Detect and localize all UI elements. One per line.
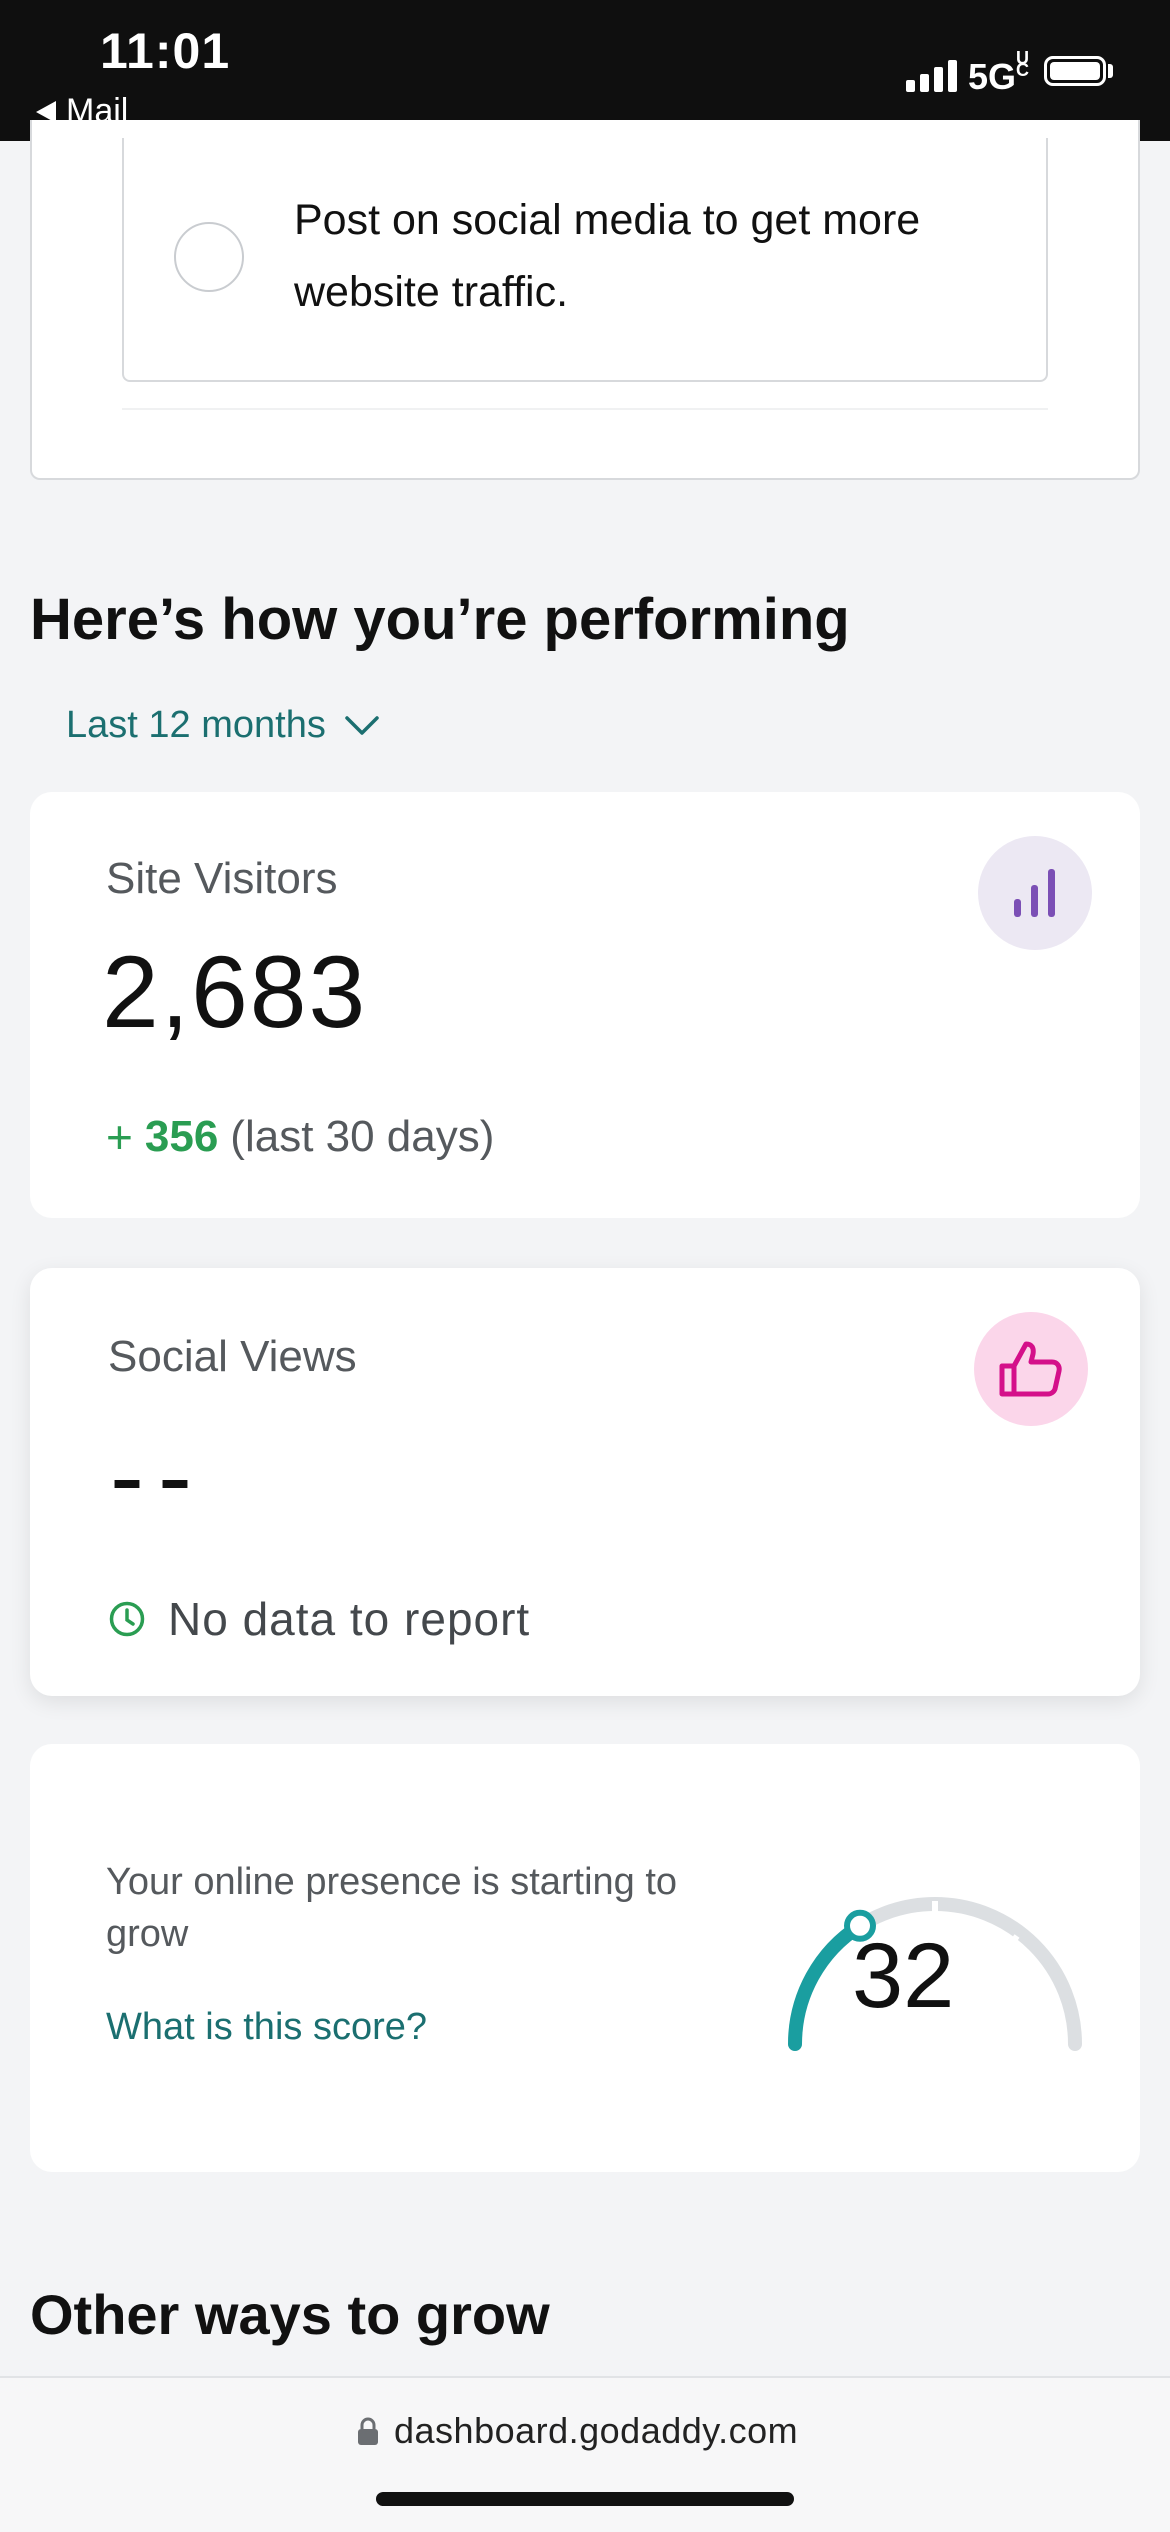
date-range-dropdown[interactable]: Last 12 months <box>66 704 380 747</box>
status-bar <box>0 0 1170 141</box>
presence-score-card: Your online presence is starting to grow… <box>30 1744 1140 2172</box>
status-time: 11:01 <box>100 23 231 79</box>
other-ways-title: Other ways to grow <box>30 2283 550 2346</box>
delta-period: (last 30 days) <box>230 1112 495 1161</box>
chevron-down-icon <box>345 715 379 735</box>
browser-url-bar[interactable] <box>0 2376 1170 2532</box>
bar-chart-icon <box>978 836 1092 950</box>
presence-description: Your online presence is starting to grow <box>106 1861 678 1955</box>
social-views-label: Social Views <box>108 1332 357 1381</box>
network-type: 5G <box>968 56 1017 97</box>
social-views-status: No data to report <box>108 1592 530 1646</box>
what-is-score-link[interactable]: What is this score? <box>106 2006 427 2048</box>
task-text: Post on social media to get more website… <box>294 196 921 316</box>
battery-icon <box>1044 56 1106 86</box>
social-views-value: -- <box>110 1419 206 1533</box>
site-visitors-value: 2,683 <box>102 935 368 1049</box>
task-complete-radio[interactable] <box>174 222 244 292</box>
score-gauge <box>788 1897 1082 2051</box>
battery-fill <box>1050 62 1100 80</box>
presence-score-value: 32 <box>852 1925 955 2027</box>
performance-title: Here’s how you’re performing <box>30 587 850 652</box>
date-range-label: Last 12 months <box>66 704 326 746</box>
lock-icon <box>358 2417 378 2445</box>
signal-icon <box>906 56 957 92</box>
divider <box>122 408 1048 410</box>
clock-icon <box>109 1601 145 1637</box>
battery-tip <box>1108 64 1113 78</box>
site-visitors-label: Site Visitors <box>106 854 338 903</box>
delta-value: 356 <box>144 1112 219 1161</box>
network-superscript: UC <box>1016 48 1030 80</box>
social-views-card[interactable]: Social Views -- No data to report <box>30 1268 1140 1696</box>
site-visitors-card[interactable]: Site Visitors 2,683 + 356 (last 30 days) <box>30 792 1140 1218</box>
no-data-text: No data to report <box>168 1593 531 1645</box>
thumbs-up-icon <box>974 1312 1088 1426</box>
back-triangle-icon <box>36 100 56 123</box>
url-text: dashboard.godaddy.com <box>394 2410 799 2451</box>
site-visitors-delta: + 356 (last 30 days) <box>106 1110 494 1164</box>
home-indicator <box>376 2492 794 2506</box>
network-label: 5GUC <box>968 48 1030 98</box>
delta-plus-sign: + <box>106 1111 133 1163</box>
task-item[interactable] <box>122 138 1048 382</box>
